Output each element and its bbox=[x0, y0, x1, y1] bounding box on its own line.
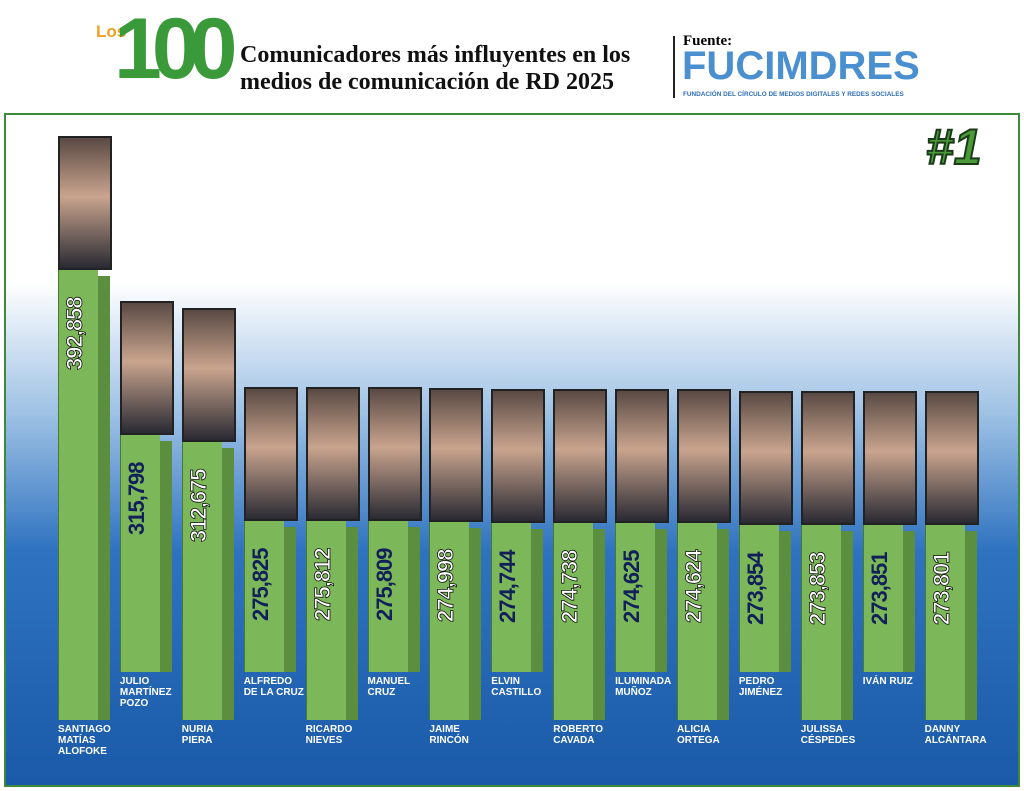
bar-side bbox=[531, 528, 544, 672]
bar-side bbox=[283, 526, 296, 672]
category-label: JULIO MARTÍNEZ POZO bbox=[119, 676, 172, 709]
category-label: ROBERTO CAVADA bbox=[553, 724, 604, 746]
bar bbox=[305, 520, 346, 720]
category-label: JAIME RINCÓN bbox=[429, 724, 469, 746]
category-label: ELVIN CASTILLO bbox=[491, 676, 542, 698]
bar bbox=[615, 523, 656, 672]
photo bbox=[119, 301, 174, 436]
bar-side bbox=[221, 447, 234, 720]
value-label: 274,998 bbox=[433, 549, 459, 623]
value-label: 274,624 bbox=[681, 550, 707, 624]
bar bbox=[367, 520, 408, 672]
photo bbox=[677, 389, 731, 524]
bar-side bbox=[778, 530, 791, 672]
bar bbox=[429, 522, 470, 720]
photo bbox=[58, 136, 112, 270]
logo-prefix: Los bbox=[96, 22, 127, 41]
value-label: 275,809 bbox=[371, 548, 397, 621]
value-label: 273,801 bbox=[928, 552, 954, 625]
photo bbox=[305, 386, 360, 521]
category-label: NURIA PIERA bbox=[181, 724, 214, 746]
category-label: JULISSA CÉSPEDES bbox=[800, 724, 856, 746]
value-label: 273,853 bbox=[804, 552, 830, 625]
category-label: DANNY ALCÁNTARA bbox=[924, 724, 987, 746]
bar-side bbox=[159, 441, 172, 672]
bar-side bbox=[345, 526, 358, 720]
bar-side bbox=[655, 529, 668, 672]
photo bbox=[243, 386, 298, 521]
logo-number: 100 bbox=[114, 1, 237, 97]
photo bbox=[615, 389, 670, 524]
value-label: 392,858 bbox=[62, 297, 88, 370]
chart-title: Comunicadores más influyentes en los med… bbox=[240, 42, 631, 95]
bar bbox=[924, 525, 965, 720]
category-label: IVÁN RUIZ bbox=[862, 676, 913, 687]
source-label: Fuente: bbox=[683, 33, 733, 49]
bar bbox=[677, 523, 717, 720]
value-label: 274,744 bbox=[495, 550, 521, 623]
value-label: 275,812 bbox=[309, 548, 335, 621]
photo bbox=[491, 388, 546, 523]
photo bbox=[181, 307, 236, 442]
divider bbox=[673, 36, 675, 98]
photo bbox=[553, 388, 608, 523]
bar bbox=[491, 522, 532, 672]
bar bbox=[243, 520, 284, 672]
bar bbox=[58, 270, 98, 720]
value-label: 273,854 bbox=[742, 552, 768, 625]
bar-side bbox=[964, 531, 977, 720]
rank-badge: #1 bbox=[925, 118, 983, 176]
bar bbox=[862, 524, 903, 672]
source-subtitle: FUNDACIÓN DEL CÍRCULO DE MEDIOS DIGITALE… bbox=[683, 91, 904, 98]
bar-side bbox=[98, 276, 110, 720]
photo bbox=[924, 391, 979, 525]
bar bbox=[181, 441, 222, 720]
bar bbox=[800, 524, 841, 720]
bar-side bbox=[717, 529, 729, 720]
category-label: SANTIAGO MATÍAS ALOFOKE bbox=[58, 724, 111, 757]
bar bbox=[738, 524, 779, 672]
category-label: MANUEL CRUZ bbox=[367, 676, 411, 698]
category-label: ILUMINADA MUÑOZ bbox=[615, 676, 672, 698]
source-name: FUCIMDRES bbox=[682, 44, 920, 88]
photo bbox=[738, 390, 793, 525]
bar-side bbox=[593, 528, 606, 720]
photo bbox=[429, 388, 484, 523]
category-label: RICARDO NIEVES bbox=[305, 724, 353, 746]
photo bbox=[367, 386, 422, 521]
category-label: ALICIA ORTEGA bbox=[677, 724, 720, 746]
bar bbox=[119, 435, 160, 672]
value-label: 315,798 bbox=[123, 462, 149, 536]
photo bbox=[800, 390, 855, 525]
bar-side bbox=[840, 530, 853, 720]
value-label: 273,851 bbox=[866, 552, 892, 625]
value-label: 274,738 bbox=[557, 550, 583, 623]
bar-side bbox=[469, 528, 482, 720]
bar-side bbox=[407, 526, 420, 672]
photo bbox=[862, 390, 917, 525]
value-label: 274,625 bbox=[619, 550, 645, 624]
category-label: ALFREDO DE LA CRUZ bbox=[243, 676, 304, 698]
value-label: 275,825 bbox=[247, 548, 273, 621]
value-label: 312,675 bbox=[185, 469, 211, 542]
bar-side bbox=[902, 530, 915, 672]
category-label: PEDRO JIMÉNEZ bbox=[738, 676, 783, 698]
bar bbox=[553, 522, 594, 720]
